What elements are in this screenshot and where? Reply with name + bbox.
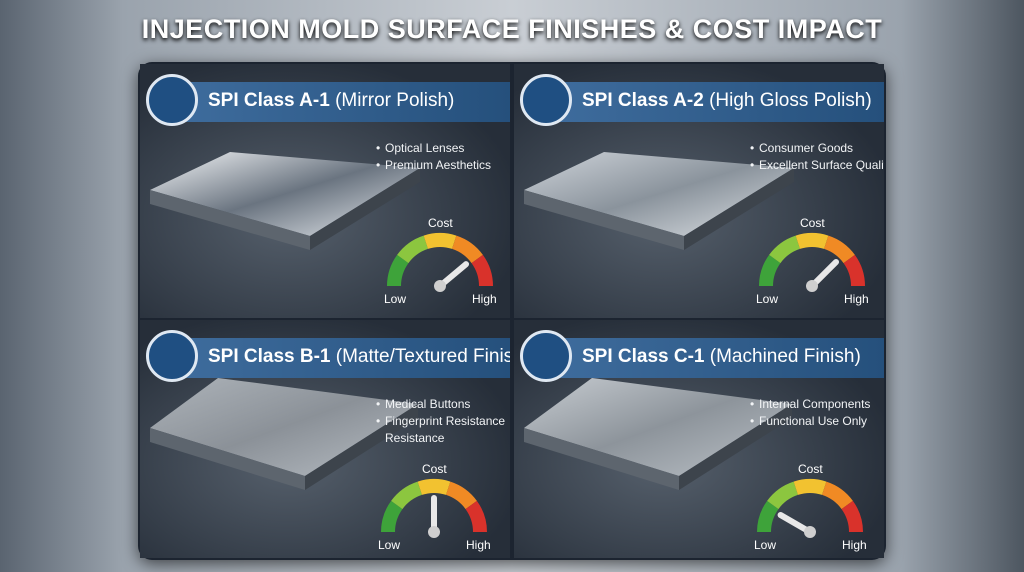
gauge-hub <box>804 526 816 538</box>
gauge-label: Cost <box>798 462 823 476</box>
header-bar <box>168 338 510 378</box>
header-bar <box>542 338 884 378</box>
bullets: Medical ButtonsFingerprint Resistance Re… <box>376 396 510 447</box>
gauge-arc <box>767 481 799 510</box>
gauge-arc <box>423 233 457 250</box>
plate-side <box>684 168 794 250</box>
gauge-arc <box>843 254 865 287</box>
gauge-arc <box>387 254 409 287</box>
header-bar <box>168 82 510 122</box>
class-name: SPI Class B-1 <box>208 346 331 367</box>
header-bar <box>542 82 884 122</box>
plate-top <box>150 152 420 236</box>
gauge-arc <box>451 235 483 264</box>
gauge-arc <box>471 254 493 287</box>
bullet: Functional Use Only <box>750 413 884 430</box>
gauge-arc <box>759 254 781 287</box>
gauge-hub <box>434 280 446 292</box>
gauge-high: High <box>842 538 867 552</box>
gauge-low: Low <box>384 292 407 306</box>
panel: Cost Low High SPI Class C-1 (Machined Finis… <box>514 320 884 558</box>
gauge-arc <box>397 235 429 264</box>
gauge-label: Cost <box>422 462 447 476</box>
panel-art <box>524 152 865 292</box>
gauge-arc <box>417 479 451 496</box>
gauge-arc <box>465 500 487 533</box>
class-name: SPI Class A-1 <box>208 90 330 111</box>
bullet: Internal Components <box>750 396 884 413</box>
title: INJECTION MOLD SURFACE FINISHES & COST I… <box>141 14 883 44</box>
icon <box>146 74 198 126</box>
gauge-arc <box>793 479 827 496</box>
gauge-high: High <box>844 292 869 306</box>
header-text: SPI Class C-1 (Machined Finish) <box>582 346 861 368</box>
header-text: SPI Class A-2 (High Gloss Polish) <box>582 90 872 112</box>
panel-art <box>150 378 487 538</box>
class-name: SPI Class C-1 <box>582 346 705 367</box>
gauge-label: Cost <box>428 216 453 230</box>
gauge-high: High <box>466 538 491 552</box>
panel: Cost Low High SPI Class B-1 (Matte/Textured… <box>140 320 510 558</box>
panel: Cost Low High SPI Class A-1 (Mirror Polish)… <box>140 64 510 318</box>
plate-side <box>150 428 305 490</box>
gauge-label: Cost <box>800 216 825 230</box>
plate-side <box>150 190 310 250</box>
gauge-arc <box>821 481 853 510</box>
finish-name: (Machined Finish) <box>709 346 861 367</box>
finish-name: (Matte/Textured Finish) <box>335 346 510 367</box>
class-name: SPI Class A-2 <box>582 90 704 111</box>
icon <box>146 330 198 382</box>
gauge-arc <box>381 500 403 533</box>
plate-side <box>524 428 679 490</box>
finish-name: (Mirror Polish) <box>335 90 455 111</box>
finish-name: (High Gloss Polish) <box>709 90 872 111</box>
gauge-arc <box>841 500 863 533</box>
header-text: SPI Class A-1 (Mirror Polish) <box>208 90 454 112</box>
gauge-low: Low <box>756 292 779 306</box>
bullet: Fingerprint Resistance Resistance <box>376 413 510 447</box>
bullet: Optical Lenses <box>376 140 510 157</box>
gauge-low: Low <box>754 538 777 552</box>
plate-side <box>310 168 420 250</box>
bullets: Internal ComponentsFunctional Use Only <box>750 396 884 430</box>
icon <box>520 330 572 382</box>
panel-art <box>150 152 493 292</box>
plate-top <box>150 378 418 476</box>
bullet: Premium Aesthetics <box>376 157 510 174</box>
bullet: Medical Buttons <box>376 396 510 413</box>
gauge-arc <box>391 481 423 510</box>
gauge-low: Low <box>378 538 401 552</box>
plate-side <box>524 190 684 250</box>
gauge-high: High <box>472 292 497 306</box>
gauge-arc <box>769 235 801 264</box>
gauge-arc <box>795 233 829 250</box>
header-text: SPI Class B-1 (Matte/Textured Finish) <box>208 346 510 368</box>
panel: Cost Low High SPI Class A-2 (High Gloss Pol… <box>514 64 884 318</box>
gauge-arc <box>445 481 477 510</box>
bullets: Optical LensesPremium Aesthetics <box>376 140 510 174</box>
gauge-hub <box>428 526 440 538</box>
bullets: Consumer GoodsExcellent Surface Quality <box>750 140 884 174</box>
icon <box>520 74 572 126</box>
gauge-hub <box>806 280 818 292</box>
bullet: Excellent Surface Quality <box>750 157 884 174</box>
bullet: Consumer Goods <box>750 140 884 157</box>
board: Cost Low High SPI Class A-1 (Mirror Polish)… <box>138 62 886 560</box>
gauge-arc <box>757 500 779 533</box>
gauge-arc <box>823 235 855 264</box>
plate-top <box>524 152 794 236</box>
plate-top <box>524 378 792 476</box>
